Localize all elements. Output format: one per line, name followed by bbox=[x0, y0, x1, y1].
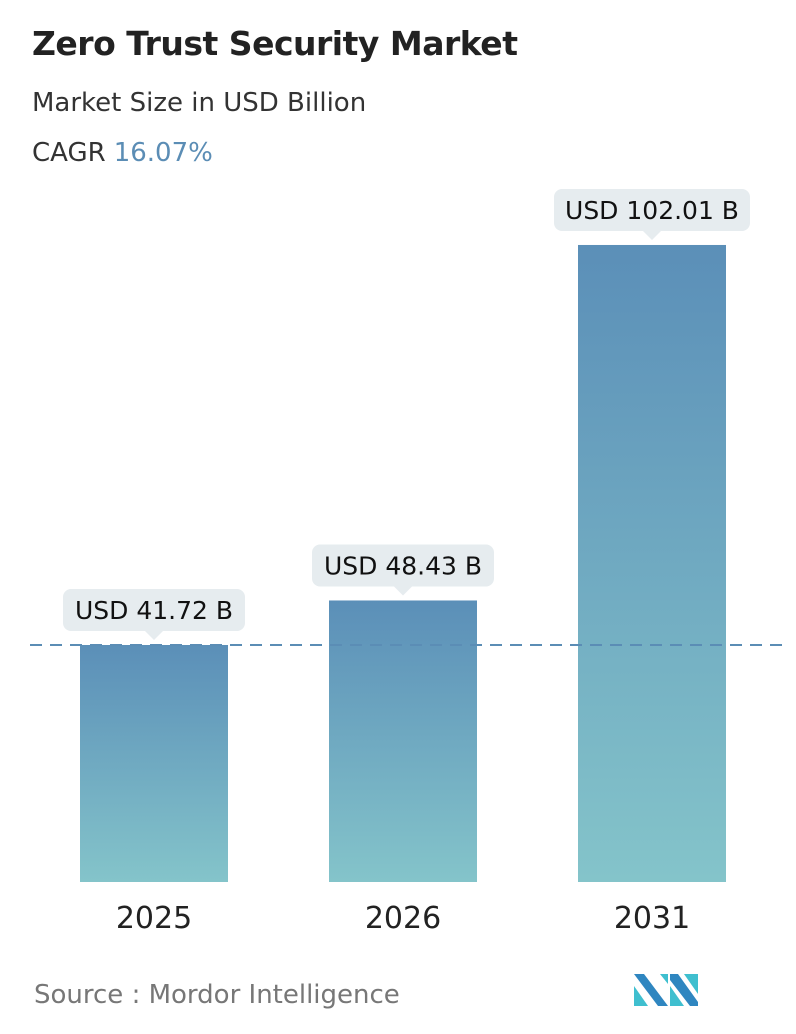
source-text: Source : Mordor Intelligence bbox=[34, 980, 400, 1010]
data-label-2026: USD 48.43 B bbox=[312, 544, 494, 596]
bar-2025 bbox=[80, 644, 228, 882]
data-label-2031: USD 102.01 B bbox=[554, 188, 750, 240]
chart-title: Zero Trust Security Market bbox=[32, 24, 518, 63]
cagr-label: CAGR bbox=[32, 138, 106, 168]
x-tick-label: 2031 bbox=[614, 901, 690, 936]
chart-subtitle: Market Size in USD Billion bbox=[32, 88, 367, 118]
x-tick-label: 2026 bbox=[365, 901, 441, 936]
data-label-2025: USD 41.72 B bbox=[63, 588, 245, 640]
mordor-intelligence-logo-icon bbox=[634, 974, 698, 1006]
data-label-text: USD 41.72 B bbox=[75, 596, 233, 625]
bar-2031 bbox=[578, 244, 726, 883]
cagr: CAGR 16.07% bbox=[32, 138, 213, 168]
data-label-text: USD 102.01 B bbox=[565, 196, 739, 225]
cagr-value: 16.07% bbox=[113, 138, 213, 168]
data-label-text: USD 48.43 B bbox=[324, 551, 482, 580]
x-tick-label: 2025 bbox=[116, 901, 192, 936]
bar-2026 bbox=[329, 600, 477, 882]
bar-chart: USD 41.72 B 2025 USD 48.43 B 2026 USD 102.01… bbox=[30, 188, 790, 936]
